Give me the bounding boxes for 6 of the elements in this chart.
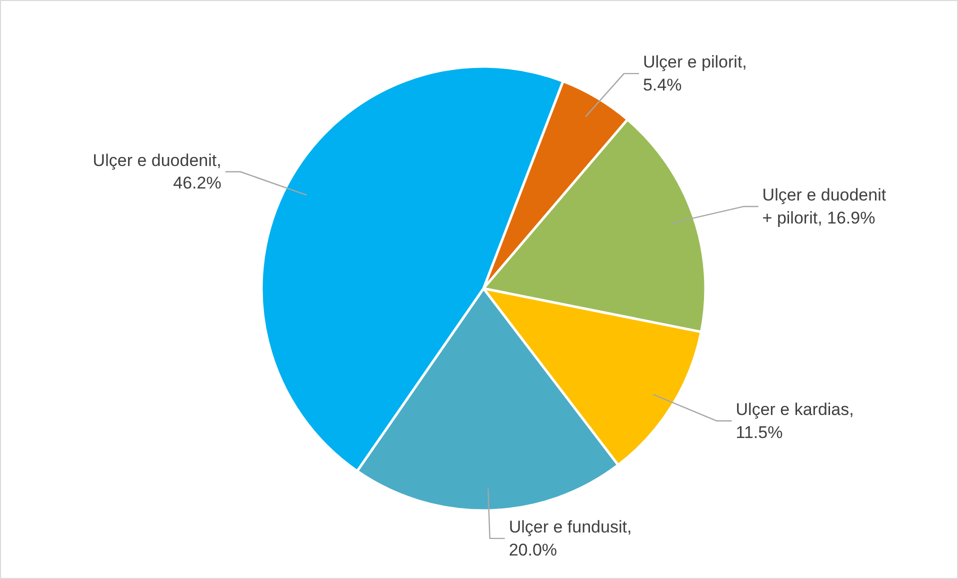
slice-label: Ulçer e fundusit, 20.0%: [508, 518, 632, 560]
category-label: Ulçer e duodenit,: [92, 150, 222, 170]
slice-label: Ulçer e pilorit, 5.4%: [642, 52, 747, 94]
slice-label: Ulçer e duodenit + pilorit, 16.9%: [762, 186, 886, 228]
slice-label: Ulçer e kardias, 11.5%: [736, 400, 854, 442]
text: 46.2%: [173, 174, 222, 193]
